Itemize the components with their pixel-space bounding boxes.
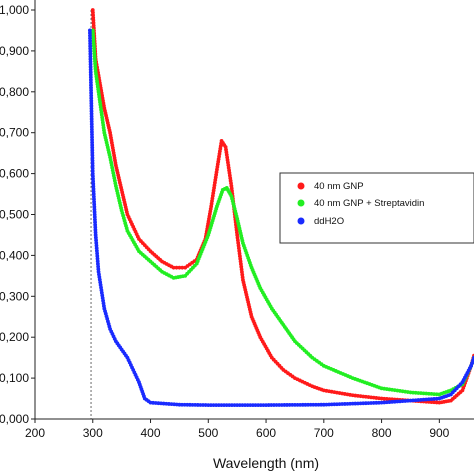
series-layer — [87, 8, 474, 407]
data-point — [222, 403, 226, 407]
data-point — [300, 402, 305, 407]
data-point — [258, 403, 263, 407]
legend: 40 nm GNP 40 nm GNP + Streptavidin ddH2O — [279, 172, 474, 244]
data-point — [177, 402, 182, 407]
data-point — [235, 403, 240, 407]
y-tick-label: 0,500 — [0, 208, 29, 222]
y-tick-label: 0,800 — [0, 85, 29, 99]
data-point — [209, 403, 213, 407]
y-tick-label: 0,000 — [0, 412, 29, 426]
data-point — [266, 403, 271, 407]
legend-label: 40 nm GNP — [314, 181, 364, 192]
y-tick-label: 0,100 — [0, 371, 29, 385]
data-point — [171, 265, 176, 270]
data-point — [308, 402, 313, 407]
data-point — [188, 402, 192, 407]
data-point — [290, 403, 295, 407]
legend-item: ddH2O — [297, 216, 344, 227]
data-point — [206, 403, 211, 407]
data-point — [261, 403, 266, 407]
data-point — [193, 403, 198, 407]
data-point — [248, 403, 253, 407]
data-point — [253, 403, 258, 407]
data-point — [314, 402, 318, 407]
data-point — [311, 402, 316, 407]
data-point — [219, 403, 224, 407]
x-tick-label: 300 — [83, 426, 103, 440]
data-point — [256, 403, 261, 407]
x-tick-label: 400 — [141, 426, 161, 440]
legend-box — [279, 172, 474, 244]
legend-label: ddH2O — [314, 216, 344, 227]
data-point — [237, 403, 242, 407]
data-point — [227, 403, 232, 407]
data-point — [274, 403, 279, 407]
data-point — [295, 402, 300, 407]
x-tick-label: 900 — [429, 426, 449, 440]
plot-area — [34, 0, 474, 420]
y-tick-label: 0,400 — [0, 248, 29, 262]
data-point — [201, 403, 205, 407]
data-point — [195, 403, 200, 407]
data-point — [214, 403, 219, 407]
data-point — [287, 403, 292, 407]
y-tick-label: 0,900 — [0, 44, 29, 58]
data-point — [264, 403, 268, 407]
x-tick-label: 500 — [198, 426, 218, 440]
x-tick-label: 700 — [314, 426, 334, 440]
data-point — [303, 402, 308, 407]
x-tick-label: 200 — [25, 426, 45, 440]
y-tick-label: 1,000 — [0, 3, 29, 17]
data-point — [203, 403, 208, 407]
data-point — [190, 402, 195, 407]
y-tick-label: 0,700 — [0, 126, 29, 140]
data-point — [471, 358, 474, 363]
legend-marker — [297, 199, 305, 207]
data-point — [174, 265, 179, 270]
x-axis-title: Wavelength (nm) — [213, 455, 319, 471]
legend-item: 40 nm GNP — [297, 181, 364, 192]
data-point — [232, 403, 237, 407]
data-point — [180, 402, 184, 407]
data-point — [230, 403, 234, 407]
data-point — [293, 402, 297, 407]
series-2 — [87, 28, 474, 407]
legend-marker — [297, 182, 305, 190]
x-tick-label: 800 — [372, 426, 392, 440]
data-point — [319, 402, 324, 407]
data-point — [269, 403, 274, 407]
data-point — [251, 403, 255, 407]
data-point — [285, 403, 289, 407]
y-tick-label: 0,200 — [0, 330, 29, 344]
data-point — [211, 403, 216, 407]
data-point — [306, 402, 310, 407]
data-point — [316, 402, 321, 407]
x-axis-ticks: 200 300 400 500 600 700 800 900 — [25, 419, 450, 440]
data-point — [272, 403, 276, 407]
y-axis-ticks: 0,000 0,100 0,200 0,300 0,400 0,500 0,600 0,700… — [0, 3, 35, 426]
data-point — [180, 265, 185, 270]
y-tick-label: 0,600 — [0, 167, 29, 181]
data-point — [224, 403, 229, 407]
data-point — [279, 403, 284, 407]
data-point — [282, 403, 287, 407]
x-tick-label: 600 — [256, 426, 276, 440]
data-point — [177, 265, 182, 270]
data-point — [182, 402, 187, 407]
legend-marker — [297, 217, 305, 225]
data-point — [298, 402, 303, 407]
data-point — [243, 403, 247, 407]
data-point — [185, 402, 190, 407]
legend-item: 40 nm GNP + Streptavidin — [297, 198, 424, 209]
data-point — [277, 403, 282, 407]
data-point — [245, 403, 250, 407]
y-tick-label: 0,300 — [0, 289, 29, 303]
data-point — [240, 403, 245, 407]
data-point — [216, 403, 221, 407]
legend-label: 40 nm GNP + Streptavidin — [314, 198, 424, 209]
data-point — [198, 403, 203, 407]
